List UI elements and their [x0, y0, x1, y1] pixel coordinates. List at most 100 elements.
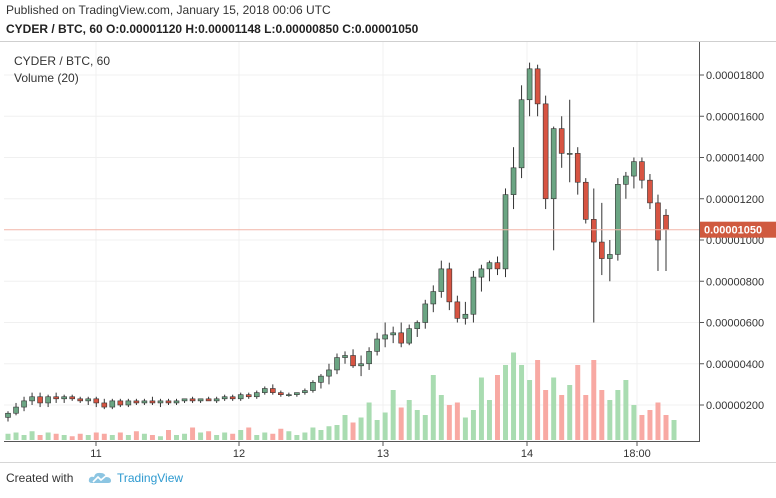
- candle-body: [318, 375, 324, 383]
- candle: [253, 390, 260, 399]
- candle-body: [77, 398, 84, 402]
- candle-body: [229, 396, 236, 400]
- candle-body: [446, 268, 453, 303]
- volume-bar: [182, 433, 188, 440]
- candle: [189, 396, 196, 403]
- volume-bar: [125, 435, 131, 440]
- candle: [599, 202, 605, 276]
- candle: [69, 394, 75, 401]
- volume-bar: [13, 432, 19, 440]
- volume-bar: [551, 377, 557, 440]
- candle: [647, 174, 653, 210]
- candle: [237, 392, 244, 401]
- tradingview-cloud-icon[interactable]: [88, 471, 112, 485]
- candle: [366, 347, 372, 370]
- candle-body: [566, 153, 573, 155]
- candle: [37, 392, 43, 408]
- candle-body: [37, 396, 43, 404]
- last-price-label: 0.00001050: [704, 225, 762, 237]
- candle-body: [663, 214, 669, 230]
- candle: [631, 157, 637, 189]
- candle: [550, 126, 557, 251]
- candle: [213, 396, 220, 403]
- volume-bar: [430, 375, 436, 440]
- price-tick-label: 0.00001600: [706, 111, 764, 123]
- volume-bar: [310, 427, 316, 440]
- candle: [454, 295, 461, 323]
- tradingview-link[interactable]: TradingView: [117, 471, 184, 485]
- candle: [85, 396, 92, 405]
- candle-body: [655, 202, 661, 241]
- candle: [53, 392, 59, 403]
- volume-bar: [45, 432, 51, 440]
- volume-bar: [101, 433, 107, 440]
- volume-legend[interactable]: Volume (20): [14, 71, 79, 85]
- price-tick-label: 0.00001800: [706, 70, 764, 82]
- candle: [286, 392, 292, 397]
- candle: [478, 264, 485, 292]
- candle-body: [149, 400, 156, 404]
- price-chart[interactable]: [4, 42, 700, 442]
- volume-bar: [655, 402, 661, 440]
- candle: [181, 398, 188, 403]
- candle: [639, 157, 645, 189]
- candle-body: [647, 179, 653, 204]
- candle-body: [342, 355, 348, 358]
- volume-bar: [438, 395, 444, 440]
- symbol-legend[interactable]: CYDER / BTC, 60: [14, 54, 111, 68]
- volume-bar: [318, 430, 324, 440]
- candle-body: [510, 167, 517, 195]
- candle: [245, 392, 252, 399]
- candle: [350, 349, 356, 368]
- candle-body: [85, 398, 92, 402]
- candle-body: [623, 175, 629, 185]
- volume-bar: [358, 417, 364, 440]
- candle: [278, 390, 284, 397]
- time-tick-label: 12: [233, 448, 245, 460]
- candle-body: [310, 382, 316, 391]
- price-tick-label: 0.00001400: [706, 153, 764, 165]
- candle-body: [526, 68, 533, 101]
- volume-bar: [406, 400, 412, 440]
- candle-body: [518, 99, 525, 169]
- candle: [470, 270, 477, 323]
- candle-body: [101, 402, 108, 408]
- candle-body: [189, 398, 196, 402]
- candle: [294, 392, 300, 397]
- volume-bar: [575, 365, 581, 440]
- candle-body: [294, 392, 300, 395]
- volume-bar: [519, 365, 525, 440]
- time-axis[interactable]: 11 12 13 14 18:00: [4, 442, 700, 462]
- candle-body: [157, 400, 164, 404]
- volume-bar: [390, 390, 396, 440]
- candle-body: [286, 394, 292, 396]
- candle: [358, 355, 364, 377]
- volume-bar: [663, 415, 669, 440]
- candle-body: [470, 276, 477, 315]
- candle-body: [607, 254, 613, 259]
- volume-bars: [5, 352, 677, 440]
- volume-bar: [559, 395, 565, 440]
- volume-bar: [374, 420, 380, 440]
- candle: [77, 396, 84, 403]
- candle: [615, 178, 621, 261]
- price-axis[interactable]: 0.00001800 0.00001600 0.00001400 0.00001200…: [700, 42, 776, 442]
- candle-body: [302, 390, 308, 393]
- volume-bar: [93, 432, 99, 440]
- candle-body: [366, 351, 372, 365]
- candle: [141, 398, 148, 405]
- volume-bar: [238, 430, 244, 440]
- volume-bar: [414, 410, 420, 440]
- price-tick-label: 0.00001000: [706, 235, 764, 247]
- candle: [566, 99, 573, 183]
- candle-body: [615, 184, 621, 255]
- candle: [270, 384, 276, 395]
- candle-body: [374, 338, 380, 352]
- volume-bar: [671, 420, 677, 440]
- candle-body: [5, 412, 11, 418]
- candle: [607, 240, 613, 282]
- price-tick-label: 0.00000200: [706, 400, 764, 412]
- candle-body: [582, 181, 589, 220]
- volume-bar: [470, 410, 476, 440]
- candle: [494, 256, 501, 276]
